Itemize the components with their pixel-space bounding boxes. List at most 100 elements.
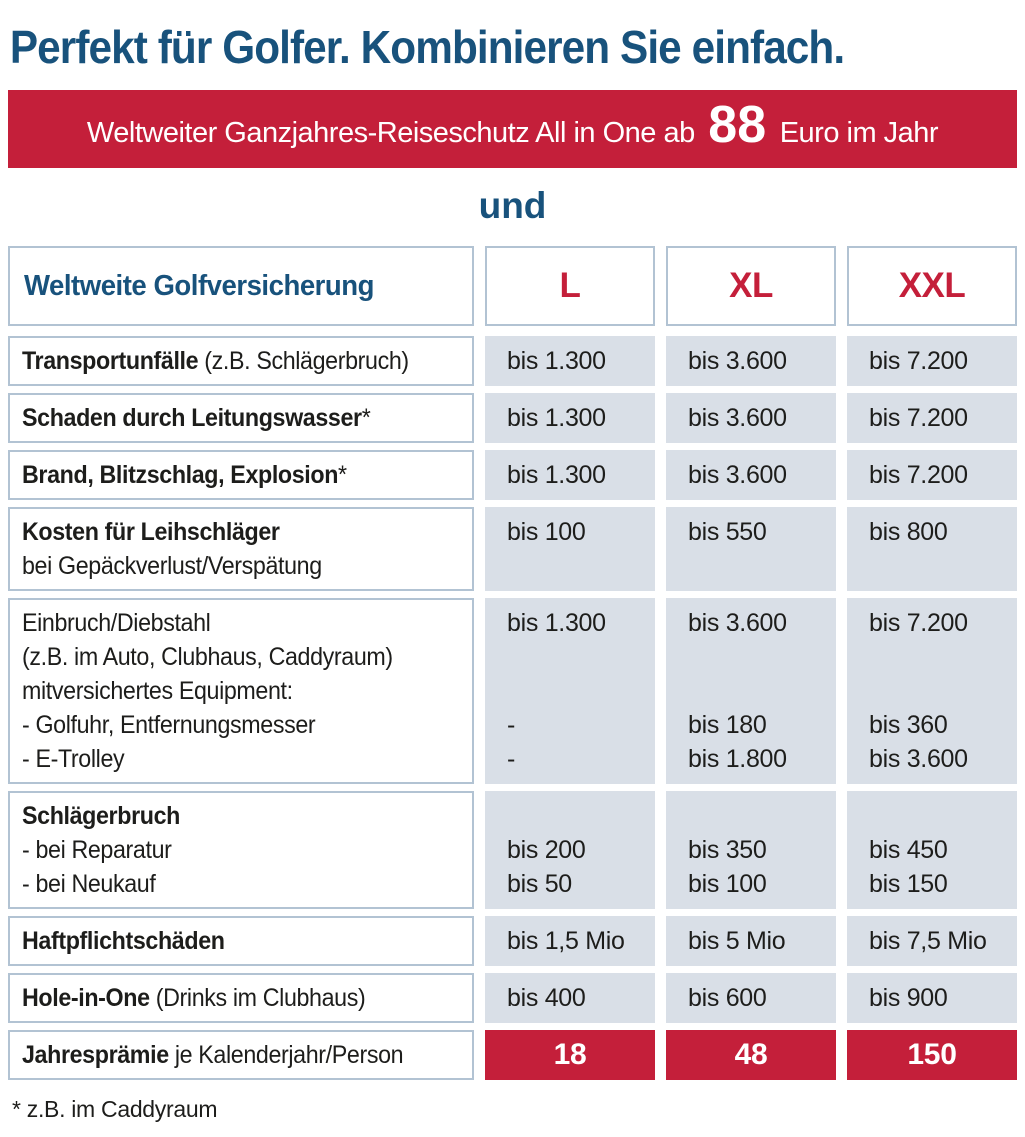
label-segment: - bei Neukauf (22, 870, 156, 898)
label-segment: Kosten für Leihschläger (22, 518, 280, 546)
row-label-cell: Einbruch/Diebstahl (z.B. im Auto, Clubhau… (8, 598, 474, 784)
label-line: - E-Trolley (22, 742, 435, 776)
row-label-cell: Hole-in-One (Drinks im Clubhaus) (8, 973, 474, 1023)
value-cell-l: bis 200 bis 50 (485, 791, 655, 909)
value-line: bis 400 (507, 984, 586, 1012)
value-line: bis 5 Mio (688, 927, 786, 955)
label-line: Transportunfälle (z.B. Schlägerbruch) (22, 344, 435, 378)
value-line: bis 7.200 (869, 404, 968, 432)
value-line: bis 800 (869, 518, 948, 546)
row-label-cell: Jahresprämie je Kalenderjahr/Person (8, 1030, 474, 1080)
value-line: 48 (734, 1038, 768, 1071)
value-cell-xxl: bis 7.200 bis 360 bis 3.600 (847, 598, 1017, 784)
value-line: bis 180 (688, 711, 767, 739)
value-line: bis 550 (688, 518, 767, 546)
label-line: Einbruch/Diebstahl (22, 606, 435, 640)
premium-row: Jahresprämie je Kalenderjahr/Person 18 48 1… (8, 1030, 1017, 1080)
label-segment: - bei Reparatur (22, 836, 172, 864)
label-segment: Haftpflichtschäden (22, 927, 225, 955)
banner-text: Weltweiter Ganzjahres-Reiseschutz All in… (86, 86, 939, 172)
value-line (869, 799, 1013, 833)
value-line: bis 1.300 (507, 609, 606, 637)
label-line: Jahresprämie je Kalenderjahr/Person (22, 1038, 435, 1072)
table-row: Kosten für Leihschläger bei Gepäckverlust… (8, 507, 1017, 591)
label-segment: (Drinks im Clubhaus) (149, 984, 366, 1012)
value-line (507, 674, 651, 708)
value-cell-xl: bis 5 Mio (666, 916, 836, 966)
row-label-cell: Transportunfälle (z.B. Schlägerbruch) (8, 336, 474, 386)
table-row: Brand, Blitzschlag, Explosion* bis 1.300 b… (8, 450, 1017, 500)
footnote: * z.B. im Caddyraum (12, 1096, 218, 1122)
label-segment: Brand, Blitzschlag, Explosion (22, 461, 339, 489)
value-line: 150 (907, 1038, 957, 1071)
label-segment: Einbruch/Diebstahl (22, 609, 211, 637)
value-cell-l: bis 1,5 Mio (485, 916, 655, 966)
value-line: bis 7,5 Mio (869, 927, 987, 955)
value-cell-xxl: bis 900 (847, 973, 1017, 1023)
value-line: bis 3.600 (688, 461, 787, 489)
page-title: Perfekt für Golfer. Kombinieren Sie einf… (9, 21, 845, 73)
value-cell-l: bis 400 (485, 973, 655, 1023)
table-header-label-cell: Weltweite Golfversicherung (8, 246, 474, 326)
value-line (688, 549, 832, 583)
value-line (507, 799, 651, 833)
banner-text-suffix: Euro im Jahr (779, 117, 939, 149)
label-line: mitversichertes Equipment: (22, 674, 435, 708)
value-cell-xl: bis 3.600 (666, 336, 836, 386)
table-row: Hole-in-One (Drinks im Clubhaus) bis 400 b… (8, 973, 1017, 1023)
value-cell-xl: bis 550 (666, 507, 836, 591)
value-cell-xxl: bis 450 bis 150 (847, 791, 1017, 909)
value-line: bis 3.600 (688, 404, 787, 432)
value-line: bis 350 (688, 836, 767, 864)
value-line: bis 3.600 (869, 745, 968, 773)
value-cell-xl: bis 3.600 bis 180 bis 1.800 (666, 598, 836, 784)
value-line: 18 (553, 1038, 587, 1071)
value-line: bis 50 (507, 870, 572, 898)
value-line: bis 7.200 (869, 609, 968, 637)
value-line: - (507, 745, 516, 773)
table-body: Transportunfälle (z.B. Schlägerbruch) bis… (8, 336, 1017, 1080)
table-row: Schaden durch Leitungswasser* bis 1.300 bi… (8, 393, 1017, 443)
label-segment: Schaden durch Leitungswasser (22, 404, 362, 432)
value-cell-xl: bis 350 bis 100 (666, 791, 836, 909)
row-label-cell: Haftpflichtschäden (8, 916, 474, 966)
value-line (688, 640, 832, 674)
value-line: bis 200 (507, 836, 586, 864)
value-line: bis 1.300 (507, 404, 606, 432)
value-line: bis 900 (869, 984, 948, 1012)
label-segment: Hole-in-One (22, 984, 150, 1012)
label-segment: Transportunfälle (22, 347, 199, 375)
value-cell-l: bis 1.300 (485, 336, 655, 386)
label-segment: bei Gepäckverlust/Verspätung (22, 552, 322, 580)
label-line: Brand, Blitzschlag, Explosion* (22, 458, 435, 492)
table-row: Transportunfälle (z.B. Schlägerbruch) bis… (8, 336, 1017, 386)
value-line: bis 360 (869, 711, 948, 739)
value-cell-xxl: bis 7.200 (847, 450, 1017, 500)
value-cell-xxl: bis 7.200 (847, 336, 1017, 386)
banner-text-prefix: Weltweiter Ganzjahres-Reiseschutz All in… (86, 117, 695, 149)
premium-cell-xxl: 150 (847, 1030, 1017, 1080)
label-segment: * (338, 461, 347, 489)
label-segment: mitversichertes Equipment: (22, 677, 293, 705)
connector-text: und (478, 185, 547, 226)
value-line: bis 3.600 (688, 609, 787, 637)
value-line (869, 674, 1013, 708)
label-line: (z.B. im Auto, Clubhaus, Caddyraum) (22, 640, 435, 674)
golf-insurance-table: Weltweite Golfversicherung L XL XXL Tran… (8, 246, 1017, 1080)
value-line (688, 799, 832, 833)
premium-cell-xl: 48 (666, 1030, 836, 1080)
value-cell-l: bis 1.300 (485, 450, 655, 500)
label-segment: Jahresprämie (22, 1041, 169, 1069)
label-line: Hole-in-One (Drinks im Clubhaus) (22, 981, 435, 1015)
label-segment: * (361, 404, 371, 432)
premium-cell-l: 18 (485, 1030, 655, 1080)
row-label-cell: Kosten für Leihschläger bei Gepäckverlust… (8, 507, 474, 591)
value-cell-xxl: bis 7,5 Mio (847, 916, 1017, 966)
value-line: bis 600 (688, 984, 767, 1012)
value-cell-xl: bis 3.600 (666, 450, 836, 500)
annual-travel-protection-banner: Weltweiter Ganzjahres-Reiseschutz All in… (8, 90, 1017, 168)
label-segment: (z.B. Schlägerbruch) (198, 347, 409, 375)
table-row: Haftpflichtschäden bis 1,5 Mio bis 5 Mio bi… (8, 916, 1017, 966)
label-segment: - E-Trolley (22, 745, 125, 773)
value-line (507, 640, 651, 674)
